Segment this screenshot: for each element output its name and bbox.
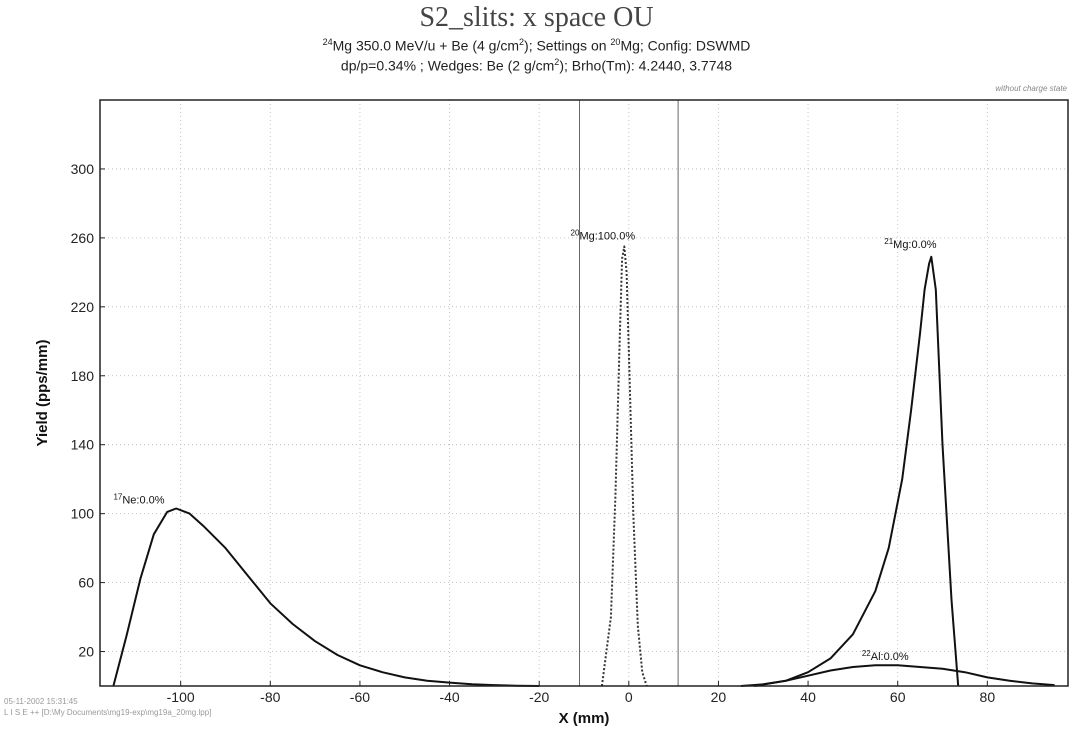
y-tick-label: 260 [71, 230, 95, 246]
x-tick-label: 40 [800, 689, 816, 705]
charge-state-note: without charge state [995, 84, 1067, 93]
x-tick-label: 0 [625, 689, 633, 705]
series-line-20mg [600, 245, 648, 687]
y-tick-label: 60 [78, 575, 94, 591]
subtitle-wedge-exponent: 2 [554, 57, 560, 67]
chart-subtitle-1: 24Mg 350.0 MeV/u + Be (4 g/cm2); Setting… [0, 37, 1073, 54]
y-axis-label: Yield (pps/mm) [34, 340, 51, 447]
subtitle-mass-20: 20 [610, 37, 621, 47]
subtitle-config-text: Mg; Config: DSWMD [620, 37, 751, 54]
chart-subtitle-2: dp/p=0.34% ; Wedges: Be (2 g/cm2); Brho(… [0, 57, 1073, 74]
slit-lines [579, 100, 679, 686]
series-label-21mg: 21Mg:0.0% [884, 237, 937, 251]
subtitle-mass-24: 24 [322, 37, 333, 47]
y-tick-label: 300 [71, 161, 95, 177]
series-label-22al: 22Al:0.0% [862, 649, 909, 663]
x-axis-label: X (mm) [559, 710, 610, 727]
series-label-20mg: 20Mg:100.0% [571, 229, 636, 243]
chart-title: S2_slits: x space OU [419, 2, 654, 33]
x-tick-label: -60 [350, 689, 370, 705]
x-tick-label: -40 [439, 689, 459, 705]
y-tick-label: 140 [71, 437, 95, 453]
subtitle-brho-text: ); Brho(Tm): 4.2440, 3.7748 [559, 57, 733, 74]
y-tick-label: 220 [71, 299, 95, 315]
plot-frame [99, 99, 1069, 687]
footer-file-path: L I S E ++ [D:\My Documents\mg19-exp\mg1… [4, 708, 212, 717]
subtitle-beam-text: Mg 350.0 MeV/u + Be (4 g/cm [332, 37, 520, 54]
subtitle-wedges-text: dp/p=0.34% ; Wedges: Be (2 g/cm [340, 57, 555, 74]
subtitle-settings-text: ); Settings on [524, 37, 611, 54]
x-tick-label: 20 [711, 689, 727, 705]
x-tick-label: 60 [890, 689, 906, 705]
grid [100, 100, 1068, 686]
y-tick-label: 20 [78, 644, 94, 660]
x-tick-label: -20 [529, 689, 549, 705]
y-tick-label: 100 [71, 506, 95, 522]
series-lines [112, 245, 1055, 687]
series-line-22al [740, 664, 1055, 687]
footer-timestamp: 05-11-2002 15:31:45 [4, 697, 78, 706]
series-label-17ne: 17Ne:0.0% [113, 492, 164, 506]
x-tick-label: 80 [980, 689, 996, 705]
x-tick-label: -100 [167, 689, 195, 705]
peak-labels: 17Ne:0.0% 20Mg:100.0% 21Mg:0.0% 22Al:0.0% [113, 229, 936, 664]
axis-ticks: -100 -80 -60 -40 -20 0 20 40 60 80 20 60 100 140 180 22… [71, 161, 996, 705]
y-tick-label: 180 [71, 368, 95, 384]
subtitle-unit-exponent: 2 [519, 37, 525, 47]
series-line-17ne [112, 507, 540, 687]
x-tick-label: -80 [260, 689, 280, 705]
series-line-21mg [754, 255, 960, 687]
